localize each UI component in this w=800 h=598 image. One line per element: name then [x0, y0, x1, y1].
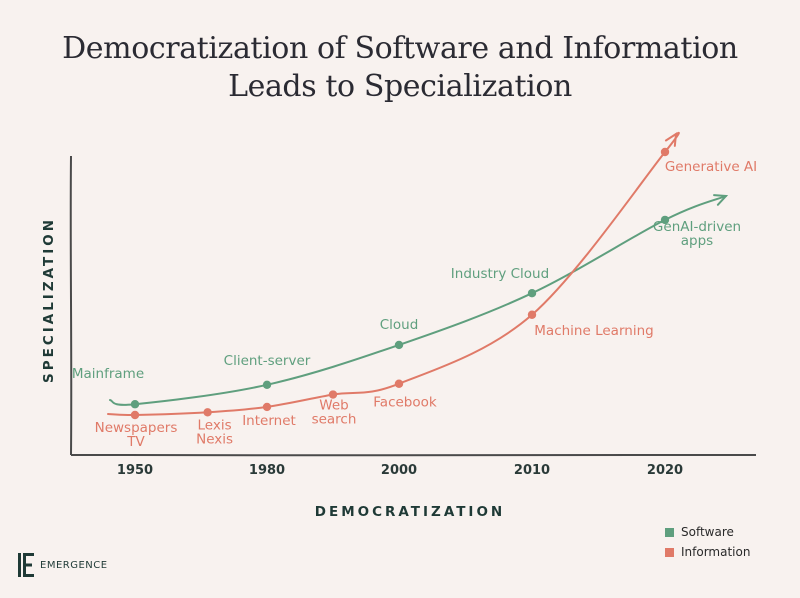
- chart-canvas: Mainframe Client-server Cloud Industry Clou…: [0, 0, 800, 598]
- point-label-information-5: Machine Learning: [534, 323, 653, 339]
- point-label-software-2: Cloud: [380, 317, 419, 333]
- point-label-information-0: Newspapers TV: [95, 420, 178, 450]
- point-label-software-1: Client-server: [224, 353, 311, 369]
- x-axis: [71, 455, 756, 456]
- x-axis-title: DEMOCRATIZATION: [315, 504, 505, 520]
- point-label-information-6: Generative AI: [665, 159, 757, 175]
- brand-name: EMERGENCE: [40, 560, 108, 571]
- point-label-information-1: Lexis Nexis: [196, 417, 233, 447]
- point-information-6: [661, 148, 669, 156]
- point-label-information-3: Web search: [312, 398, 357, 428]
- series-line-information: [108, 133, 679, 415]
- y-axis-title: SPECIALIZATION: [41, 217, 57, 383]
- series-information: Newspapers TV Lexis Nexis Internet Web search F…: [95, 133, 758, 450]
- x-tick-labels: 1950 1980 2000 2010 2020: [117, 463, 683, 478]
- emergence-logo-icon: [18, 553, 34, 577]
- legend-swatch-information: [665, 548, 674, 557]
- point-label-information-4: Facebook: [373, 395, 437, 411]
- legend-swatch-software: [665, 528, 674, 537]
- y-axis: [71, 156, 72, 455]
- point-label-information-2: Internet: [242, 413, 296, 429]
- point-information-2: [263, 403, 271, 411]
- point-software-3: [528, 289, 536, 297]
- series-line-software: [110, 196, 726, 405]
- x-tick-2020: 2020: [647, 463, 683, 478]
- series-software: Mainframe Client-server Cloud Industry Clou…: [72, 195, 741, 408]
- point-information-0: [131, 411, 139, 419]
- point-software-0: [131, 400, 139, 408]
- point-information-5: [528, 311, 536, 319]
- point-label-software-3: Industry Cloud: [451, 266, 549, 282]
- point-label-software-4: GenAI-driven apps: [653, 219, 741, 249]
- point-software-2: [395, 341, 403, 349]
- point-information-4: [395, 380, 403, 388]
- legend-item-software: Software: [665, 522, 750, 542]
- point-software-1: [263, 381, 271, 389]
- x-tick-2000: 2000: [381, 463, 417, 478]
- x-tick-1950: 1950: [117, 463, 153, 478]
- x-tick-2010: 2010: [514, 463, 550, 478]
- x-tick-1980: 1980: [249, 463, 285, 478]
- series-layer: Mainframe Client-server Cloud Industry Clou…: [72, 133, 757, 450]
- legend: Software Information: [665, 522, 750, 562]
- point-information-1: [203, 408, 211, 416]
- brand: EMERGENCE: [18, 553, 108, 577]
- legend-label-information: Information: [681, 545, 750, 559]
- legend-label-software: Software: [681, 525, 734, 539]
- point-label-software-0: Mainframe: [72, 366, 144, 382]
- legend-item-information: Information: [665, 542, 750, 562]
